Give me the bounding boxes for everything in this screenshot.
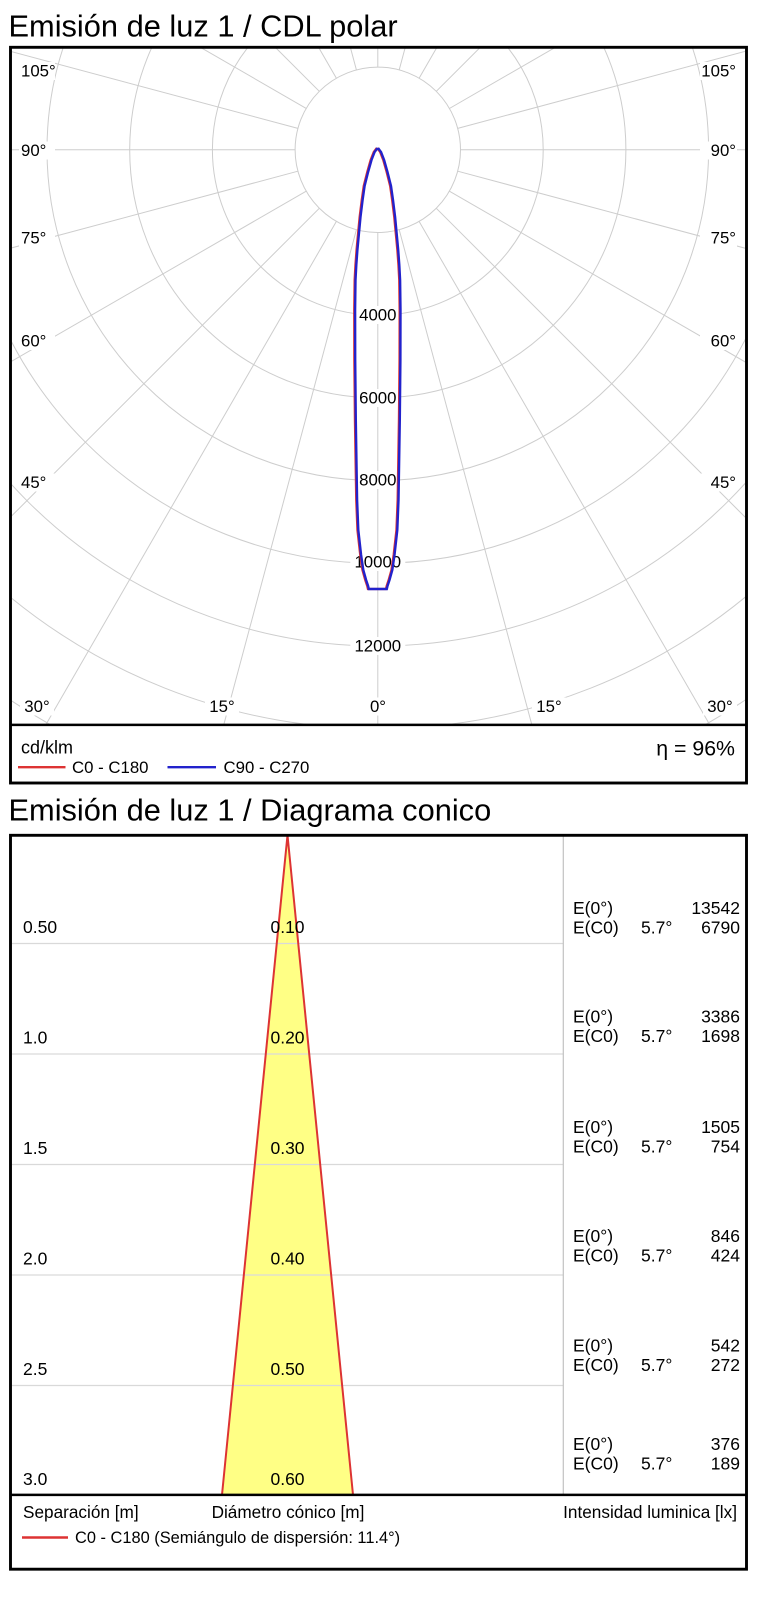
svg-text:E(0°): E(0°) xyxy=(573,898,613,918)
svg-text:Emisión de luz 1 / CDL polar: Emisión de luz 1 / CDL polar xyxy=(9,9,398,44)
svg-text:5.7°: 5.7° xyxy=(641,1246,672,1266)
svg-text:0.10: 0.10 xyxy=(270,917,304,937)
svg-text:η = 96%: η = 96% xyxy=(656,737,735,761)
svg-text:15°: 15° xyxy=(536,697,561,716)
svg-text:cd/klm: cd/klm xyxy=(21,738,73,758)
svg-text:75°: 75° xyxy=(21,229,46,248)
svg-text:754: 754 xyxy=(711,1137,740,1157)
svg-text:5.7°: 5.7° xyxy=(641,1454,672,1474)
svg-text:90°: 90° xyxy=(21,141,46,160)
svg-text:5.7°: 5.7° xyxy=(641,1026,672,1046)
svg-text:6790: 6790 xyxy=(701,918,740,938)
svg-text:0.50: 0.50 xyxy=(23,917,57,937)
svg-text:E(C0): E(C0) xyxy=(573,1454,619,1474)
svg-text:5.7°: 5.7° xyxy=(641,918,672,938)
svg-text:189: 189 xyxy=(711,1454,740,1474)
svg-text:E(0°): E(0°) xyxy=(573,1434,613,1454)
svg-text:E(C0): E(C0) xyxy=(573,1355,619,1375)
svg-text:E(0°): E(0°) xyxy=(573,1336,613,1356)
svg-text:0.60: 0.60 xyxy=(270,1469,304,1489)
svg-text:2.0: 2.0 xyxy=(23,1249,48,1269)
svg-text:6000: 6000 xyxy=(359,389,396,408)
svg-text:E(C0): E(C0) xyxy=(573,1246,619,1266)
svg-text:45°: 45° xyxy=(21,473,46,492)
svg-text:4000: 4000 xyxy=(359,306,396,325)
svg-text:Emisión de luz 1 / Diagrama co: Emisión de luz 1 / Diagrama conico xyxy=(9,792,492,827)
svg-text:3386: 3386 xyxy=(701,1007,740,1027)
svg-text:5.7°: 5.7° xyxy=(641,1355,672,1375)
svg-text:0.20: 0.20 xyxy=(270,1028,304,1048)
svg-text:Intensidad luminica [lx]: Intensidad luminica [lx] xyxy=(563,1502,737,1522)
svg-text:542: 542 xyxy=(711,1336,740,1356)
svg-text:15°: 15° xyxy=(209,697,234,716)
svg-text:13542: 13542 xyxy=(691,898,740,918)
svg-text:846: 846 xyxy=(711,1226,740,1246)
svg-text:8000: 8000 xyxy=(359,471,396,490)
svg-text:E(C0): E(C0) xyxy=(573,1137,619,1157)
svg-text:1.0: 1.0 xyxy=(23,1028,48,1048)
svg-text:1.5: 1.5 xyxy=(23,1138,47,1158)
svg-text:5.7°: 5.7° xyxy=(641,1137,672,1157)
svg-text:30°: 30° xyxy=(24,697,49,716)
svg-text:C0 - C180 (Semiángulo de dispe: C0 - C180 (Semiángulo de dispersión: 11.… xyxy=(75,1529,400,1547)
svg-text:60°: 60° xyxy=(21,332,46,351)
svg-text:30°: 30° xyxy=(707,697,732,716)
svg-text:0.50: 0.50 xyxy=(270,1359,304,1379)
svg-text:C90 - C270: C90 - C270 xyxy=(224,758,310,777)
svg-text:E(0°): E(0°) xyxy=(573,1007,613,1027)
svg-text:75°: 75° xyxy=(711,229,736,248)
svg-text:Diámetro cónico [m]: Diámetro cónico [m] xyxy=(212,1502,365,1522)
svg-text:E(C0): E(C0) xyxy=(573,918,619,938)
svg-text:12000: 12000 xyxy=(354,637,401,656)
svg-text:E(0°): E(0°) xyxy=(573,1226,613,1246)
svg-text:272: 272 xyxy=(711,1355,740,1375)
svg-text:105°: 105° xyxy=(701,62,736,81)
svg-text:2.5: 2.5 xyxy=(23,1359,47,1379)
svg-text:0.40: 0.40 xyxy=(270,1249,304,1269)
svg-text:E(C0): E(C0) xyxy=(573,1026,619,1046)
svg-text:90°: 90° xyxy=(711,141,736,160)
svg-text:376: 376 xyxy=(711,1434,740,1454)
svg-text:1698: 1698 xyxy=(701,1026,740,1046)
svg-text:Separación [m]: Separación [m] xyxy=(23,1502,139,1522)
svg-text:424: 424 xyxy=(711,1246,740,1266)
svg-text:60°: 60° xyxy=(711,332,736,351)
svg-text:1505: 1505 xyxy=(701,1117,740,1137)
svg-text:10000: 10000 xyxy=(354,553,401,572)
svg-text:3.0: 3.0 xyxy=(23,1469,48,1489)
svg-text:C0 - C180: C0 - C180 xyxy=(72,758,148,777)
svg-text:45°: 45° xyxy=(711,473,736,492)
svg-text:0°: 0° xyxy=(370,697,386,716)
svg-text:0.30: 0.30 xyxy=(270,1138,304,1158)
svg-text:105°: 105° xyxy=(21,62,56,81)
svg-text:E(0°): E(0°) xyxy=(573,1117,613,1137)
